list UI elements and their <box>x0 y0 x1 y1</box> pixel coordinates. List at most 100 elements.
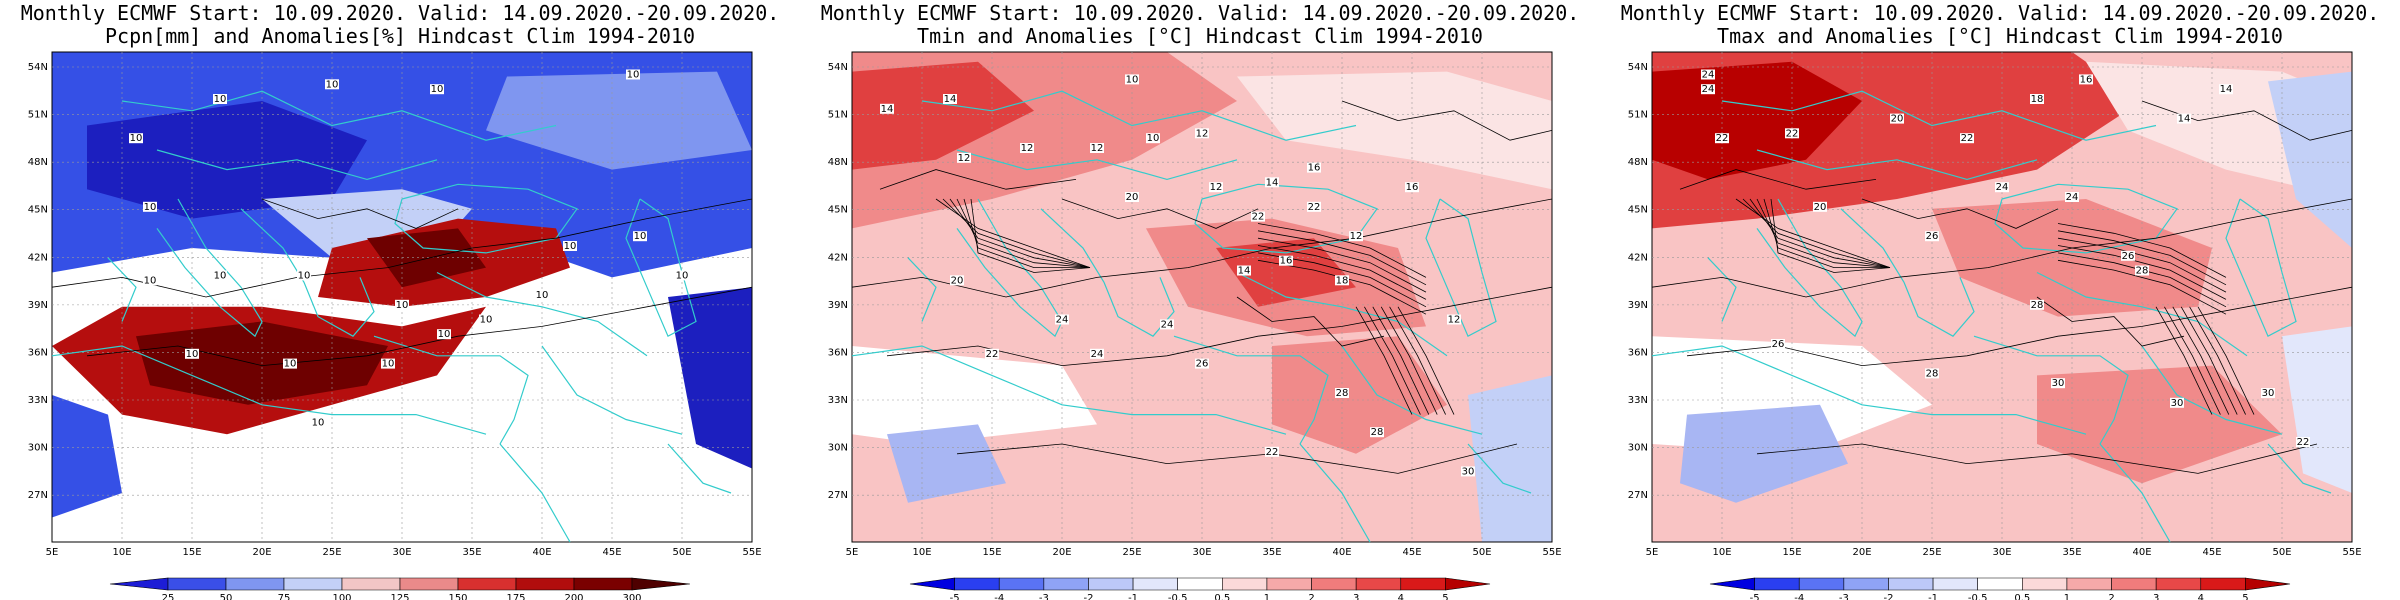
cool-anomaly-region-east <box>1468 375 1552 542</box>
coastline <box>1756 149 2038 181</box>
blue-region-sw <box>52 395 122 518</box>
lon-tick-label: 45E <box>1402 547 1421 558</box>
colorbar-label: 4 <box>2198 593 2204 600</box>
contour-label: 12 <box>1350 231 1363 242</box>
contour-label-bg <box>1279 255 1293 266</box>
panel-precipitation: Monthly ECMWF Start: 10.09.2020. Valid: … <box>0 0 800 600</box>
contour-line <box>1380 306 1438 415</box>
contour-label: 20 <box>951 275 964 286</box>
lat-tick-label: 39N <box>28 300 48 311</box>
lon-tick-label: 15E <box>182 547 201 558</box>
contour-label: 10 <box>1147 133 1160 144</box>
coastline <box>373 335 529 445</box>
contour-label-bg <box>213 94 227 104</box>
colorbar: 25 50 75 100 125 150 175 200 300 <box>109 577 691 600</box>
lon-tick-label: 20E <box>1052 547 1071 558</box>
coastline <box>499 443 571 543</box>
colorbar-label: 25 <box>162 593 175 600</box>
contour-label: 20 <box>1126 192 1139 203</box>
colorbar-swatch <box>109 577 169 591</box>
lon-tick-label: 10E <box>1712 547 1731 558</box>
contour-label-bg <box>1237 265 1251 276</box>
colorbar-label: 300 <box>622 593 641 600</box>
precipitation-map: 54N 51N 48N 45N 42N 39N 36N 33N 30N 27N 5E 10E 15E 20… <box>28 51 762 600</box>
contour-label-bg <box>185 348 199 359</box>
contour-label-bg <box>1307 201 1321 212</box>
coastline <box>1973 335 2129 445</box>
colorbar-swatch <box>1132 577 1178 591</box>
contour-line <box>2189 306 2246 415</box>
contour-label: 10 <box>298 270 311 281</box>
contour-line <box>1364 306 1421 415</box>
colorbar-swatch <box>573 577 633 591</box>
contour-line <box>1770 198 1891 273</box>
lat-tick-label: 48N <box>828 157 848 168</box>
contour-line <box>2155 306 2213 415</box>
weak-anomaly-region <box>1237 71 1552 190</box>
lon-tick-label: 45E <box>602 547 621 558</box>
colorbar-swatch <box>1043 577 1089 591</box>
contour-label: 22 <box>2297 437 2310 448</box>
contour-label-bg <box>880 103 894 114</box>
lat-tick-label: 36N <box>828 347 848 358</box>
colorbar-label: 0.5 <box>2014 593 2030 600</box>
coastline <box>921 90 1357 141</box>
contour-label: 22 <box>1961 133 1974 144</box>
contour-label: 24 <box>1702 84 1715 95</box>
contour-label: 28 <box>1336 388 1349 399</box>
coastline <box>1236 271 1448 357</box>
contour-label-bg <box>1813 201 1827 212</box>
contour-label-bg <box>129 133 143 144</box>
contour-lines <box>1651 100 2353 474</box>
lon-tick-label: 30E <box>1992 547 2011 558</box>
contour-label-bg <box>1090 348 1104 359</box>
contour-label: 12 <box>1196 128 1209 139</box>
lat-tick-label: 36N <box>1628 347 1648 358</box>
contour-line <box>1397 306 1455 415</box>
contour-line <box>2036 296 2185 347</box>
contour-label: 22 <box>1308 202 1321 213</box>
lon-tick-label: 40E <box>2132 547 2151 558</box>
contour-label-bg <box>2121 250 2135 261</box>
contour-label: 24 <box>1702 70 1715 81</box>
contour-label: 16 <box>1308 163 1321 174</box>
contour-line <box>2057 230 2227 286</box>
contour-label-bg <box>2079 74 2093 85</box>
contour-label: 22 <box>1786 128 1799 139</box>
contour-label-bg <box>1265 446 1279 457</box>
lon-tick-label: 20E <box>252 547 271 558</box>
colorbar-swatch <box>1400 577 1446 591</box>
contour-label: 28 <box>1926 368 1939 379</box>
colorbar-swatch <box>225 577 285 591</box>
contour-label: 28 <box>1371 427 1384 438</box>
contour-label-bg <box>2051 378 2065 389</box>
contour-label-bg <box>1335 275 1349 286</box>
contour-label-bg <box>2261 388 2275 398</box>
contour-label-bg <box>1055 314 1069 325</box>
lat-tick-label: 42N <box>828 252 848 263</box>
contour-label-bg <box>1447 314 1461 325</box>
lat-tick-label: 45N <box>828 205 848 216</box>
contour-label: 12 <box>1091 143 1104 154</box>
lon-tick-label: 40E <box>1332 547 1351 558</box>
panel-title-line2: Tmax and Anomalies [°C] Hindcast Clim 19… <box>1717 24 2283 48</box>
colorbar: -5 -4 -3 -2 -1 -0.5 0.5 1 2 3 4 5 <box>909 577 1491 600</box>
lat-tick-label: 42N <box>1628 252 1648 263</box>
contour-label-bg <box>1125 192 1139 202</box>
contour-label: 24 <box>1091 349 1104 360</box>
colorbar-swatch <box>998 577 1045 591</box>
contour-label: 22 <box>1716 133 1729 144</box>
colorbar-swatch <box>1709 577 1755 591</box>
contour-line <box>1257 230 1427 286</box>
colorbar-swatch <box>631 577 691 591</box>
contour-label: 12 <box>958 153 971 164</box>
colorbar-label: 0.5 <box>1214 593 1230 600</box>
strong-anomaly-region-turkey <box>1216 238 1356 307</box>
lat-tick-label: 48N <box>28 157 48 168</box>
contour-label-bg <box>2065 192 2079 202</box>
contour-label: 26 <box>1772 339 1785 350</box>
lat-tick-label: 33N <box>1628 395 1648 406</box>
colorbar-label: 50 <box>220 593 233 600</box>
contour-label-bg <box>283 358 297 369</box>
